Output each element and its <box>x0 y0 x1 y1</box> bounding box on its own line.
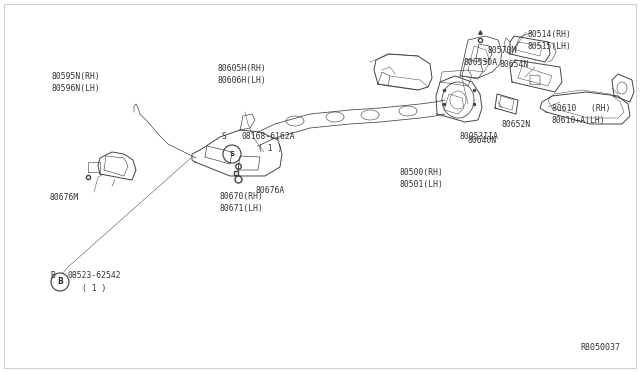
Text: 80676A: 80676A <box>256 186 285 195</box>
Text: 80514(RH): 80514(RH) <box>527 29 571 38</box>
Text: S: S <box>222 131 227 141</box>
Text: ( 1 ): ( 1 ) <box>258 144 282 153</box>
Text: 80652N: 80652N <box>502 119 531 128</box>
Text: 80500(RH): 80500(RH) <box>400 167 444 176</box>
Text: 80053DA: 80053DA <box>463 58 497 67</box>
Text: 80596N(LH): 80596N(LH) <box>52 83 100 93</box>
Text: 08523-62542: 08523-62542 <box>68 272 122 280</box>
Text: R8050037: R8050037 <box>580 343 620 352</box>
Text: 80610   (RH): 80610 (RH) <box>552 103 611 112</box>
Text: 80670(RH): 80670(RH) <box>220 192 264 201</box>
Text: B: B <box>57 278 63 286</box>
Text: 80595N(RH): 80595N(RH) <box>52 71 100 80</box>
Text: 80053IIA: 80053IIA <box>460 131 499 141</box>
Text: 80570M: 80570M <box>488 45 517 55</box>
Text: 80610+A(LH): 80610+A(LH) <box>552 115 605 125</box>
Text: 80671(LH): 80671(LH) <box>220 203 264 212</box>
Text: 80606H(LH): 80606H(LH) <box>218 76 267 84</box>
Text: ( 1 ): ( 1 ) <box>82 283 106 292</box>
Text: 80605H(RH): 80605H(RH) <box>218 64 267 73</box>
Text: 80654N: 80654N <box>500 60 529 68</box>
Text: B: B <box>50 272 55 280</box>
Text: 80515(LH): 80515(LH) <box>527 42 571 51</box>
Text: 80501(LH): 80501(LH) <box>400 180 444 189</box>
Text: S: S <box>230 151 234 157</box>
Text: 80676M: 80676M <box>50 192 79 202</box>
Text: 08168-6162A: 08168-6162A <box>242 131 296 141</box>
Text: 80640N: 80640N <box>468 135 497 144</box>
